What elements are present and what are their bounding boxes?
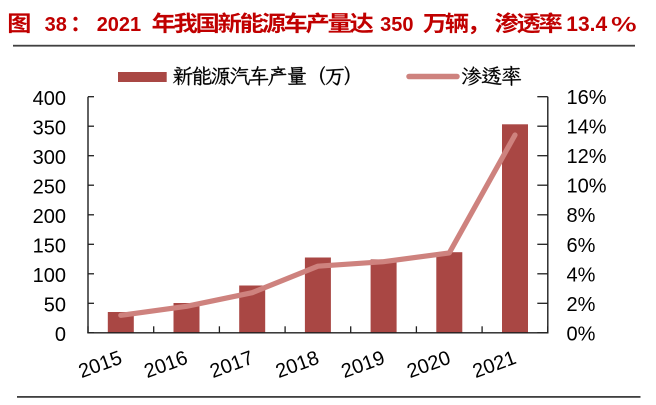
svg-text:0: 0: [55, 324, 66, 346]
svg-text:2021: 2021: [97, 14, 142, 36]
svg-text:350: 350: [380, 14, 413, 36]
svg-text:38: 38: [45, 14, 67, 36]
svg-text:10%: 10%: [567, 176, 607, 198]
svg-text:4%: 4%: [567, 264, 596, 286]
svg-text:0%: 0%: [567, 323, 596, 345]
svg-text:250: 250: [33, 177, 66, 199]
svg-text:2%: 2%: [567, 294, 596, 316]
svg-text:12%: 12%: [567, 146, 607, 168]
svg-text:400: 400: [33, 88, 66, 110]
svg-text:50: 50: [44, 295, 66, 317]
svg-text:8%: 8%: [567, 205, 596, 227]
svg-text:13.4: 13.4: [566, 13, 607, 36]
svg-text:14%: 14%: [567, 117, 607, 139]
svg-text:150: 150: [33, 236, 66, 258]
svg-text:200: 200: [33, 206, 66, 228]
svg-text:16%: 16%: [567, 87, 607, 109]
svg-text:100: 100: [33, 265, 66, 287]
svg-text:6%: 6%: [567, 235, 596, 257]
svg-text:350: 350: [33, 118, 66, 140]
svg-text:300: 300: [33, 147, 66, 169]
